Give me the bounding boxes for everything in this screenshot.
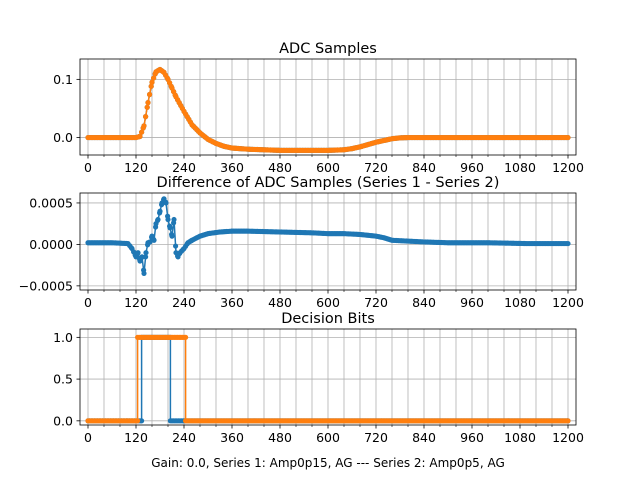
data-point [148,83,154,89]
y-tick-label: 0.0000 [29,237,73,252]
data-point [139,254,145,260]
y-tick-label: 1.0 [53,330,73,345]
chart-title: ADC Samples [279,41,377,57]
figure-xlabel: Gain: 0.0, Series 1: Amp0p15, AG --- Ser… [151,456,505,470]
data-point [143,250,149,256]
chart-title: Difference of ADC Samples (Series 1 - Se… [157,175,500,191]
data-point [157,208,163,214]
decision-bits-chart: 0 120 240 360 480 600 720 840 960 1080 1200 0.0 0.5 1… [53,311,584,445]
x-tick-label: 0 [84,160,92,175]
x-tick-label: 480 [268,160,292,175]
x-tick-label: 0 [84,430,92,445]
data-point [169,233,175,239]
x-tick-label: 720 [364,295,388,310]
grid [80,329,576,425]
y-tick-label: 0.5 [53,372,73,387]
x-tick-label: 720 [364,430,388,445]
x-tick-label: 360 [220,295,244,310]
data-point [143,114,149,120]
data-point [565,134,571,141]
data-point [144,104,150,110]
data-point [165,216,171,223]
x-tick-label: 1200 [552,295,584,310]
x-tick-label: 1080 [504,430,536,445]
x-tick-label: 1200 [552,160,584,175]
data-point [173,243,179,249]
x-tick-label: 840 [412,295,436,310]
data-point [155,216,161,223]
x-tick-label: 240 [172,295,196,310]
data-point [183,334,189,340]
data-point [137,133,143,139]
data-point [143,254,149,260]
adc-samples-chart: 0 120 240 360 480 600 720 840 960 1080 1200 0.0 0.1 A… [53,41,584,175]
x-tick-label: 480 [268,430,292,445]
x-tick-label: 1200 [552,430,584,445]
data-point [139,129,145,135]
x-tick-label: 120 [124,295,148,310]
data-point [147,91,153,98]
y-tick-label: 0.1 [53,72,73,87]
data-point [141,270,147,277]
y-tick-label: 0.0 [53,413,73,428]
x-tick-label: 1080 [504,160,536,175]
x-tick-label: 240 [172,160,196,175]
data-point [141,123,147,129]
data-point [167,225,173,231]
x-tick-label: 600 [316,430,340,445]
data-point [149,79,155,85]
data-point [145,100,151,106]
x-tick-label: 0 [84,295,92,310]
x-tick-label: 240 [172,430,196,445]
data-point [565,418,571,424]
x-tick-label: 600 [316,160,340,175]
difference-chart: 0 120 240 360 480 600 720 840 960 1080 1200 −0.0005… [19,175,584,310]
x-tick-label: 1080 [504,295,536,310]
x-tick-label: 720 [364,160,388,175]
x-tick-label: 120 [124,160,148,175]
data-point [151,75,157,81]
x-tick-label: 120 [124,430,148,445]
series-2 [85,334,571,424]
y-tick-label: −0.0005 [19,278,73,293]
x-tick-label: 960 [460,430,484,445]
x-tick-label: 360 [220,160,244,175]
x-tick-label: 840 [412,160,436,175]
x-tick-label: 960 [460,160,484,175]
y-tick-label: 0.0 [53,130,73,145]
chart-title: Decision Bits [281,311,375,327]
series-1 [85,196,571,277]
data-point [139,418,145,424]
x-tick-label: 480 [268,295,292,310]
data-point [151,237,157,243]
data-point [171,216,177,223]
series-2 [85,66,571,153]
x-tick-label: 960 [460,295,484,310]
x-tick-label: 360 [220,430,244,445]
x-tick-label: 600 [316,295,340,310]
data-point [135,250,141,256]
x-tick-label: 840 [412,430,436,445]
data-point [565,240,571,247]
y-tick-label: 0.0005 [29,195,73,210]
data-point [135,418,141,424]
data-point [163,200,169,206]
